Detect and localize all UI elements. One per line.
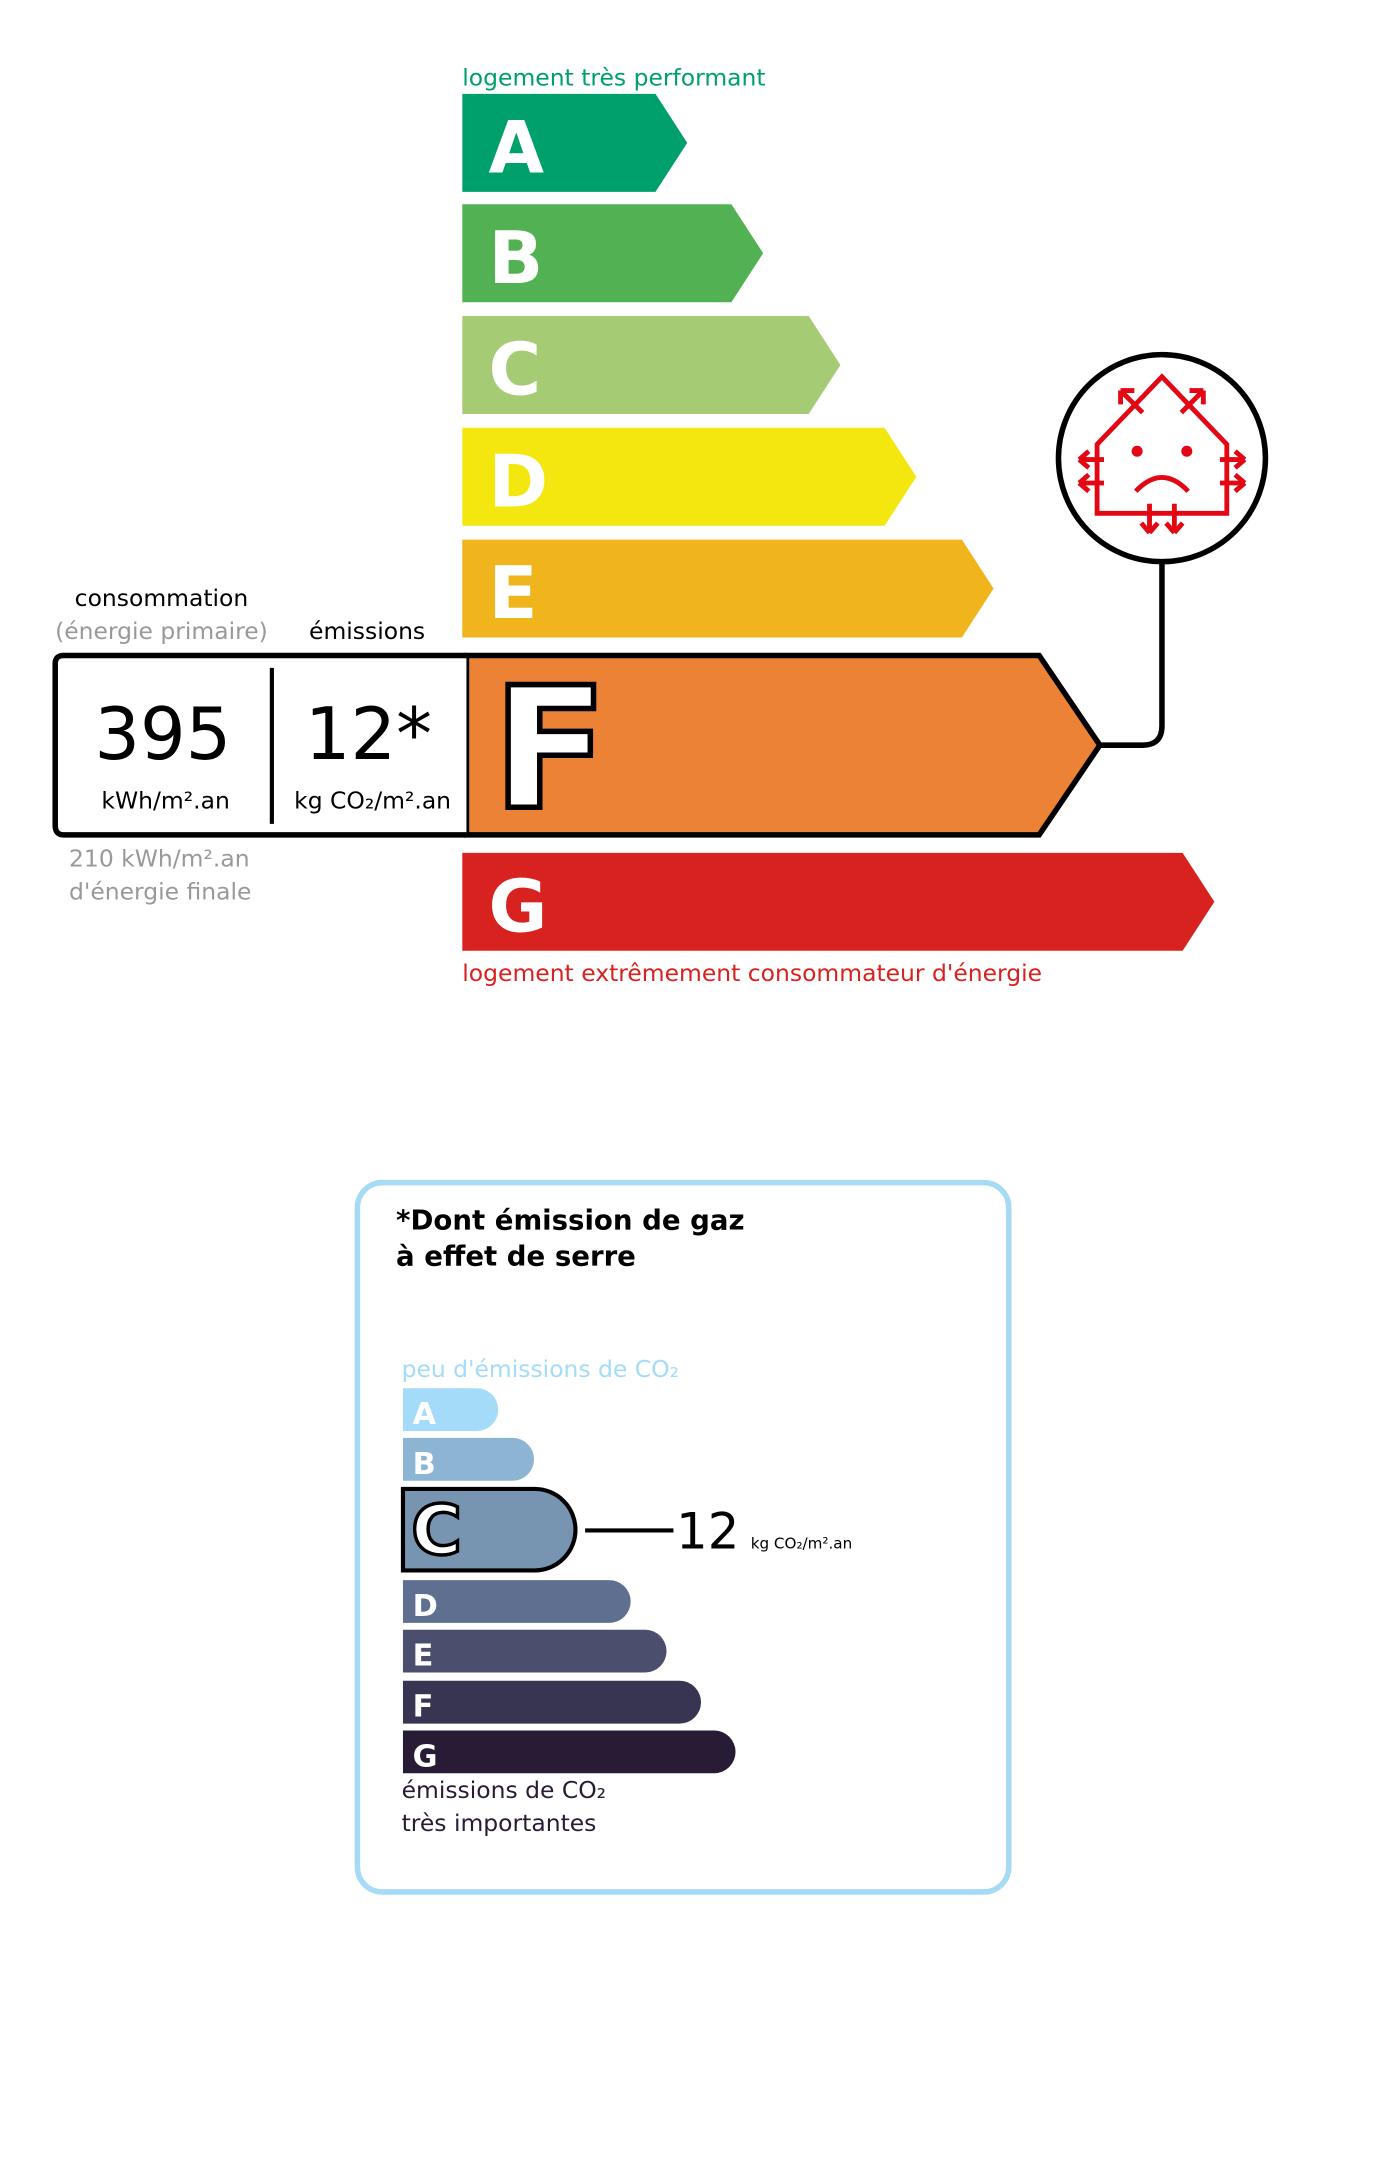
ges-value: 12: [676, 1502, 739, 1560]
ges-class-letter: F: [413, 1690, 434, 1725]
energy-bar: [462, 539, 994, 638]
energy-class-letter: G: [489, 864, 548, 948]
ges-bottom-label-line2: très importantes: [402, 1809, 597, 1837]
ges-top-label: peu d'émissions de CO₂: [402, 1355, 679, 1383]
consumption-label: consommation: [75, 584, 249, 612]
energy-top-label: logement très performant: [462, 64, 765, 92]
energy-class-letter: F: [493, 651, 608, 847]
ges-bar: [402, 1730, 736, 1774]
ges-class-a: A: [402, 1388, 499, 1432]
energy-class-letter: A: [489, 105, 545, 189]
energy-class-letter: C: [489, 328, 542, 412]
energy-class-letter: D: [489, 439, 549, 523]
ges-class-letter: B: [413, 1447, 436, 1482]
energy-class-letter: B: [489, 216, 544, 300]
ges-class-letter: D: [413, 1589, 438, 1624]
ges-class-letter: E: [413, 1639, 434, 1674]
ges-bottom-label-line1: émissions de CO₂: [402, 1776, 607, 1804]
energy-class-c: C: [462, 316, 841, 414]
energy-class-f: F: [463, 649, 1104, 850]
energy-class-d: D: [462, 427, 917, 526]
energy-bar: [462, 204, 764, 303]
consumption-value: 395: [94, 692, 231, 776]
energy-class-a: A: [462, 93, 688, 192]
energy-bar: [462, 316, 841, 414]
emissions-value: 12*: [305, 692, 432, 776]
sad-house-heat-loss-icon: [1055, 351, 1269, 565]
icon-connector: [1099, 561, 1165, 748]
energy-class-b: B: [462, 204, 764, 303]
ges-unit: kg CO₂/m².an: [751, 1534, 852, 1552]
emissions-unit: kg CO₂/m².an: [294, 787, 451, 815]
ges-class-f: F: [402, 1680, 702, 1725]
ges-class-d: D: [402, 1580, 631, 1624]
energy-class-letter: E: [489, 551, 538, 635]
ges-class-letter: G: [413, 1739, 438, 1774]
energy-class-e: E: [462, 539, 994, 638]
values-box: [52, 652, 467, 838]
ges-class-letter: C: [411, 1491, 462, 1571]
ges-bar: [402, 1629, 667, 1673]
final-energy-label: d'énergie finale: [69, 878, 251, 906]
ges-class-g: G: [402, 1730, 736, 1774]
energy-bar: [462, 852, 1215, 951]
ges-class-e: E: [402, 1629, 667, 1674]
ges-bar: [402, 1580, 631, 1623]
energy-class-g: G: [462, 852, 1215, 951]
energy-bar: [462, 427, 917, 526]
energy-bottom-label: logement extrêmement consommateur d'éner…: [462, 959, 1042, 987]
ges-class-b: B: [402, 1437, 535, 1482]
ges-class-c: C: [400, 1486, 578, 1573]
consumption-unit: kWh/m².an: [101, 787, 229, 815]
energy-bar: [462, 93, 688, 192]
ges-title-line2: à effet de serre: [396, 1239, 636, 1272]
ges-bar: [400, 1486, 578, 1573]
ges-bar: [402, 1388, 499, 1432]
consumption-sublabel: (énergie primaire): [55, 617, 268, 645]
ges-class-letter: A: [413, 1397, 437, 1432]
ges-title-line1: *Dont émission de gaz: [396, 1204, 744, 1237]
ges-bar: [402, 1680, 702, 1724]
final-energy-value: 210 kWh/m².an: [69, 845, 250, 873]
ges-bar: [402, 1437, 535, 1481]
emissions-label: émissions: [309, 617, 425, 645]
